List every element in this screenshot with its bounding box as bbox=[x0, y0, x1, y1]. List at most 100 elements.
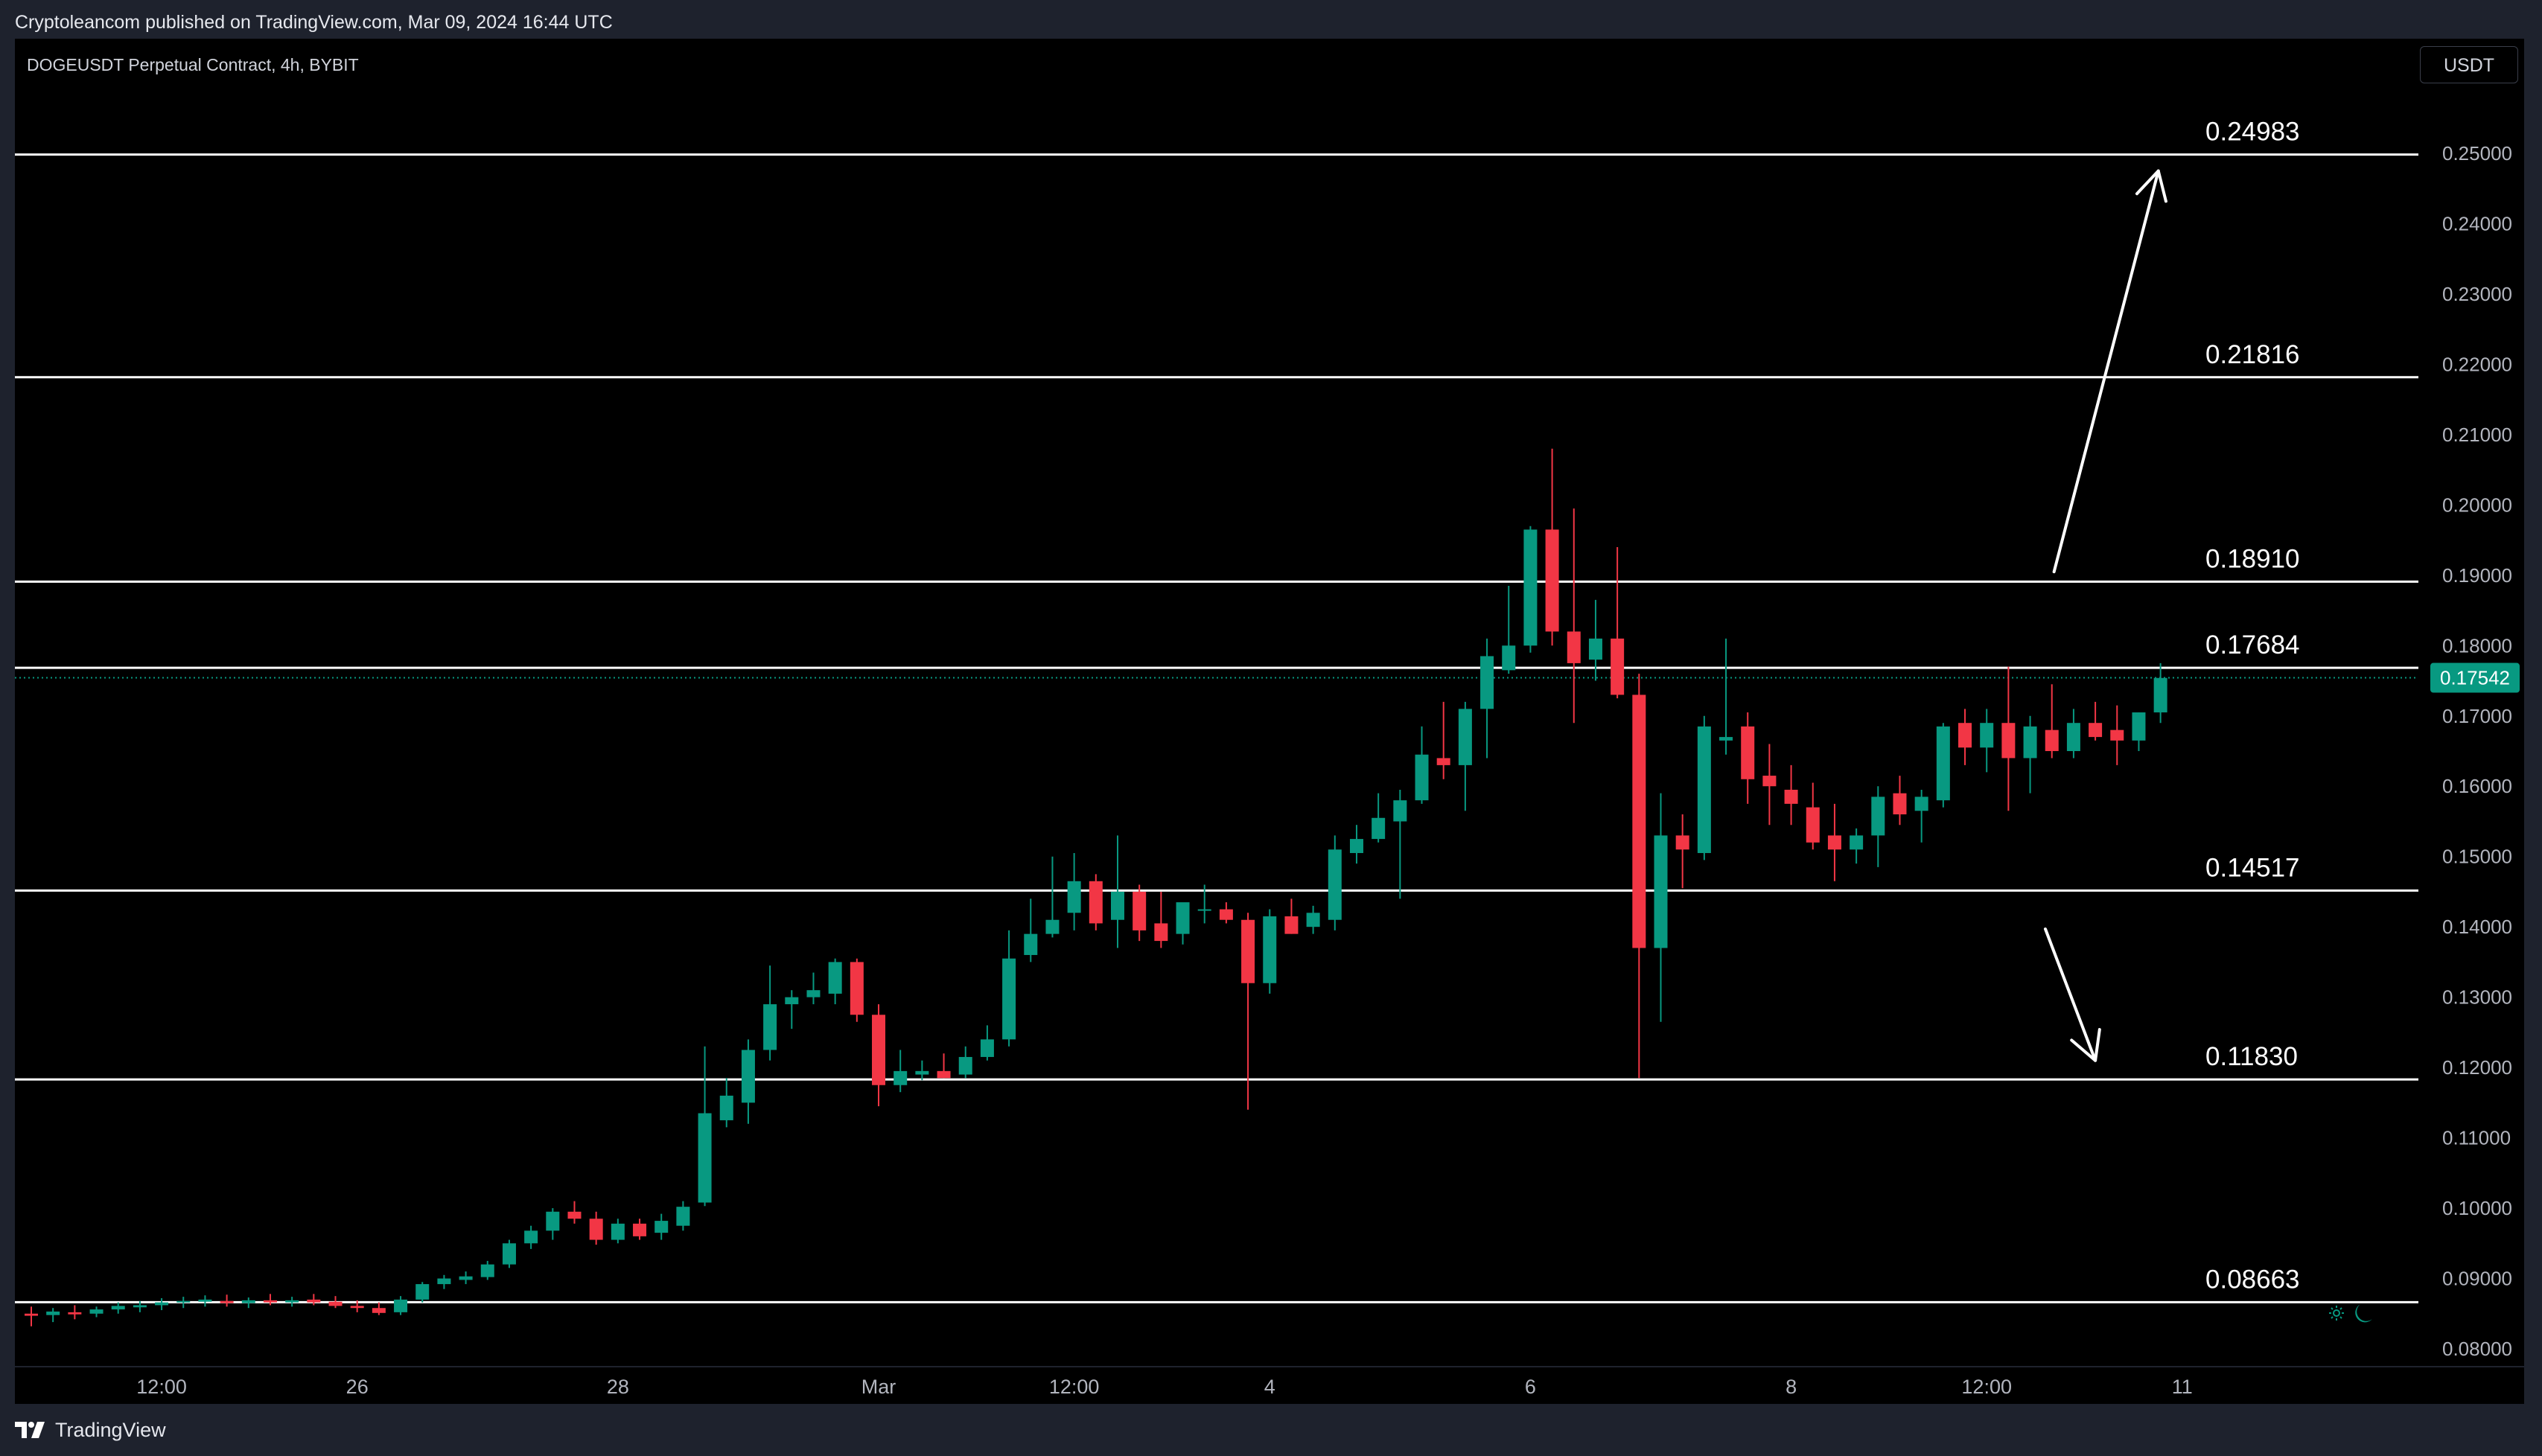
currency-button[interactable]: USDT bbox=[2420, 46, 2518, 83]
candle-body[interactable] bbox=[1241, 919, 1255, 983]
candle-body[interactable] bbox=[2066, 723, 2080, 751]
candle-body[interactable] bbox=[958, 1056, 972, 1075]
candle-body[interactable] bbox=[806, 990, 821, 997]
candle-body[interactable] bbox=[1415, 754, 1429, 801]
candle-body[interactable] bbox=[611, 1223, 625, 1240]
candle-body[interactable] bbox=[111, 1306, 125, 1310]
candle-body[interactable] bbox=[1632, 695, 1646, 948]
candle-body[interactable] bbox=[285, 1300, 299, 1303]
candle-body[interactable] bbox=[915, 1070, 929, 1075]
candle-body[interactable] bbox=[220, 1300, 234, 1303]
candle-body[interactable] bbox=[524, 1230, 538, 1244]
candle-body[interactable] bbox=[1654, 835, 1668, 948]
candle-body[interactable] bbox=[1697, 726, 1711, 853]
candle-body[interactable] bbox=[1176, 902, 1190, 934]
trend-arrow-down[interactable] bbox=[2043, 927, 2097, 1062]
chart-panel[interactable]: 0.25000 0.24000 0.23000 0.22000 0.21000 0.200… bbox=[15, 39, 2524, 1404]
candle-body[interactable] bbox=[1372, 817, 1386, 840]
candle-body[interactable] bbox=[1480, 656, 1494, 709]
candle-body[interactable] bbox=[46, 1311, 60, 1315]
candle-body[interactable] bbox=[1219, 909, 1233, 920]
candle-body[interactable] bbox=[1914, 796, 1928, 811]
candle-body[interactable] bbox=[654, 1221, 669, 1233]
candle-body[interactable] bbox=[1762, 776, 1777, 787]
candle-body[interactable] bbox=[502, 1243, 516, 1265]
candle-body[interactable] bbox=[1741, 726, 1755, 779]
session-moon-icon[interactable] bbox=[2326, 1300, 2378, 1326]
candle-body[interactable] bbox=[2023, 726, 2037, 759]
candle-body[interactable] bbox=[68, 1312, 82, 1315]
price-axis[interactable] bbox=[2420, 39, 2524, 1404]
candle-body[interactable] bbox=[2001, 723, 2016, 759]
candle-body[interactable] bbox=[198, 1299, 212, 1302]
candle-body[interactable] bbox=[980, 1039, 994, 1057]
candle-body[interactable] bbox=[394, 1299, 408, 1312]
candle-body[interactable] bbox=[589, 1219, 603, 1240]
candle-body[interactable] bbox=[676, 1207, 690, 1226]
candle-body[interactable] bbox=[372, 1308, 386, 1313]
candle-body[interactable] bbox=[1611, 638, 1625, 695]
candle-body[interactable] bbox=[1111, 891, 1124, 920]
candle-body[interactable] bbox=[893, 1070, 908, 1085]
candle-body[interactable] bbox=[241, 1300, 255, 1303]
candle-body[interactable] bbox=[1850, 835, 1864, 850]
candle-body[interactable] bbox=[1045, 919, 1060, 934]
candle-body[interactable] bbox=[1523, 529, 1538, 646]
candle-body[interactable] bbox=[25, 1313, 38, 1316]
candle-body[interactable] bbox=[1827, 835, 1841, 850]
candle-body[interactable] bbox=[2045, 729, 2059, 751]
candle-body[interactable] bbox=[1893, 793, 1907, 815]
candle-body[interactable] bbox=[1567, 631, 1581, 663]
candle-body[interactable] bbox=[1588, 638, 1602, 660]
candle-body[interactable] bbox=[1502, 645, 1516, 671]
candle-body[interactable] bbox=[872, 1015, 886, 1085]
candle-body[interactable] bbox=[1806, 807, 1820, 843]
candle-body[interactable] bbox=[1133, 891, 1147, 930]
candle-body[interactable] bbox=[1284, 916, 1299, 934]
candle-body[interactable] bbox=[698, 1113, 712, 1203]
candle-body[interactable] bbox=[89, 1309, 103, 1314]
candle-body[interactable] bbox=[437, 1278, 451, 1285]
candle-body[interactable] bbox=[763, 1004, 777, 1050]
candle-body[interactable] bbox=[1784, 789, 1798, 804]
candle-body[interactable] bbox=[1436, 758, 1450, 765]
candle-body[interactable] bbox=[785, 997, 799, 1005]
current-price-badge[interactable] bbox=[2430, 662, 2520, 693]
candle-body[interactable] bbox=[2132, 712, 2146, 741]
candle-body[interactable] bbox=[2089, 723, 2103, 738]
tradingview-logo[interactable]: TradingView bbox=[15, 1417, 166, 1443]
candle-body[interactable] bbox=[1306, 913, 1320, 927]
trend-arrow-up[interactable] bbox=[2052, 169, 2160, 574]
candle-body[interactable] bbox=[1263, 916, 1277, 983]
candle-body[interactable] bbox=[2153, 677, 2167, 713]
candle-body[interactable] bbox=[1002, 958, 1016, 1040]
candle-body[interactable] bbox=[459, 1276, 473, 1280]
candle-body[interactable] bbox=[1675, 835, 1689, 850]
candle-body[interactable] bbox=[307, 1299, 321, 1303]
candle-body[interactable] bbox=[1024, 933, 1038, 955]
candle-body[interactable] bbox=[1980, 723, 1994, 748]
candle-body[interactable] bbox=[263, 1300, 277, 1303]
candle-body[interactable] bbox=[350, 1306, 364, 1309]
candle-body[interactable] bbox=[480, 1264, 494, 1277]
candle-body[interactable] bbox=[1154, 923, 1168, 942]
candle-body[interactable] bbox=[1349, 839, 1363, 853]
candle-body[interactable] bbox=[1089, 881, 1103, 924]
candle-body[interactable] bbox=[415, 1284, 430, 1300]
candle-body[interactable] bbox=[1393, 800, 1407, 822]
candle-body[interactable] bbox=[328, 1301, 343, 1306]
candle-body[interactable] bbox=[828, 962, 842, 994]
candle-body[interactable] bbox=[1197, 909, 1211, 911]
candle-body[interactable] bbox=[633, 1223, 647, 1236]
candle-body[interactable] bbox=[1328, 849, 1342, 920]
candle-body[interactable] bbox=[1458, 709, 1472, 765]
candle-body[interactable] bbox=[1067, 881, 1081, 913]
candle-body[interactable] bbox=[176, 1300, 191, 1303]
candle-body[interactable] bbox=[850, 962, 864, 1015]
candle-body[interactable] bbox=[567, 1211, 582, 1219]
chart-canvas[interactable]: 0.25000 0.24000 0.23000 0.22000 0.21000 0.200… bbox=[15, 39, 2524, 1404]
candle-body[interactable] bbox=[719, 1095, 733, 1120]
candle-body[interactable] bbox=[741, 1050, 755, 1103]
candle-body[interactable] bbox=[133, 1305, 147, 1308]
candle-body[interactable] bbox=[2110, 729, 2124, 741]
